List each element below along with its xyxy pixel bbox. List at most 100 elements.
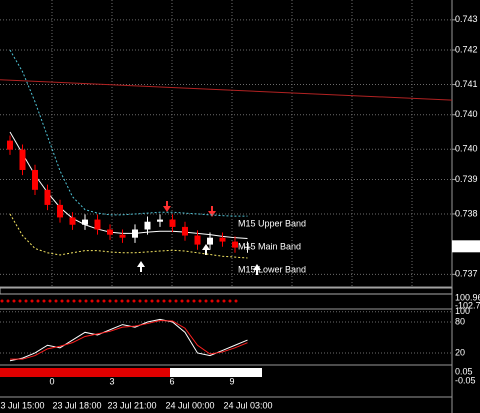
indicator-dot bbox=[228, 299, 232, 303]
indicator-dot bbox=[222, 299, 226, 303]
indicator-dot bbox=[114, 299, 118, 303]
oscillator-line bbox=[9, 318, 248, 362]
candle-body bbox=[44, 189, 51, 205]
signal-strip-white bbox=[170, 368, 262, 377]
y-tick-label: 0.738 bbox=[455, 208, 478, 218]
trend-line bbox=[0, 79, 453, 101]
indicator-dot bbox=[6, 299, 10, 303]
time-label: 23 Jul 18:00 bbox=[52, 400, 101, 410]
y-tick-label: 20 bbox=[455, 347, 465, 357]
indicator-dot bbox=[0, 299, 4, 303]
candle-body bbox=[32, 169, 38, 190]
indicator-dot bbox=[72, 299, 76, 303]
indicator-dot bbox=[36, 299, 40, 303]
arrow-up bbox=[137, 261, 145, 272]
indicator-dot bbox=[120, 299, 124, 303]
indicator-dot bbox=[18, 299, 22, 303]
y-tick-label: 100 bbox=[455, 306, 470, 316]
candle-body bbox=[69, 217, 76, 225]
indicator-dot bbox=[180, 299, 184, 303]
indicator-dot bbox=[78, 299, 82, 303]
indicator-dot bbox=[192, 299, 196, 303]
indicator-dot bbox=[66, 299, 70, 303]
y-tick-label: 0.737 bbox=[455, 269, 478, 279]
indicator-label: 0.05 bbox=[455, 366, 473, 376]
indicator-label: 100.96 bbox=[455, 292, 480, 302]
indicator-dot bbox=[174, 299, 178, 303]
band-line bbox=[9, 213, 248, 259]
arrow-down bbox=[163, 201, 171, 212]
indicator-label: -0.05 bbox=[455, 375, 476, 385]
current-price-label: 0.737 bbox=[455, 241, 478, 251]
indicator-dot bbox=[210, 299, 214, 303]
current-price-box bbox=[452, 240, 480, 253]
bar-count: 9 bbox=[229, 376, 234, 386]
y-tick-label: 0.740 bbox=[455, 144, 478, 154]
candle-body bbox=[94, 219, 101, 230]
indicator-dot bbox=[138, 299, 142, 303]
y-tick-label: 80 bbox=[455, 316, 465, 326]
time-label: 23 Jul 15:00 bbox=[0, 400, 45, 410]
oscillator-line bbox=[10, 319, 248, 360]
indicator-dot bbox=[168, 299, 172, 303]
indicator-dot bbox=[102, 299, 106, 303]
candle-body bbox=[57, 204, 63, 218]
indicator-dot bbox=[150, 299, 154, 303]
band-label: M15 Main Band bbox=[238, 241, 301, 251]
candle-body bbox=[219, 237, 226, 242]
y-tick-label: 0.742 bbox=[455, 44, 478, 54]
indicator-dot bbox=[12, 299, 16, 303]
indicator-dot bbox=[48, 299, 52, 303]
time-label: 24 Jul 00:00 bbox=[165, 400, 214, 410]
indicator-dot bbox=[204, 299, 208, 303]
indicator-dot bbox=[90, 299, 94, 303]
band-line bbox=[9, 49, 248, 217]
candle-body bbox=[232, 241, 238, 248]
arrow-up bbox=[202, 244, 210, 255]
indicator-dot bbox=[162, 299, 166, 303]
indicator-dot bbox=[84, 299, 88, 303]
band-label: M15 Upper Band bbox=[238, 218, 306, 228]
candle-body bbox=[107, 229, 113, 235]
time-label: 23 Jul 21:00 bbox=[107, 400, 156, 410]
indicator-dot bbox=[156, 299, 160, 303]
candle-body bbox=[144, 221, 151, 230]
indicator-dot bbox=[126, 299, 130, 303]
indicator-dot bbox=[108, 299, 112, 303]
y-tick-label: 0.743 bbox=[455, 14, 478, 24]
time-label: 24 Jul 03:00 bbox=[223, 400, 272, 410]
candle-body bbox=[169, 219, 176, 227]
candle-body bbox=[119, 234, 126, 238]
y-tick-label: 0.741 bbox=[455, 79, 478, 89]
candle-body bbox=[207, 237, 213, 245]
candle-body bbox=[82, 219, 88, 225]
y-tick-label: 0.739 bbox=[455, 174, 478, 184]
indicator-label: -102.7 bbox=[455, 300, 480, 310]
bar-count: 3 bbox=[109, 376, 114, 386]
indicator-dot bbox=[42, 299, 46, 303]
indicator-dot bbox=[60, 299, 64, 303]
indicator-dot bbox=[54, 299, 58, 303]
indicator-dot bbox=[24, 299, 28, 303]
candle-body bbox=[244, 246, 251, 248]
indicator-band bbox=[0, 287, 453, 295]
candle-body bbox=[132, 229, 138, 238]
candle-body bbox=[19, 149, 26, 170]
indicator-dot bbox=[144, 299, 148, 303]
candle-body bbox=[157, 219, 163, 222]
indicator-dot bbox=[234, 299, 238, 303]
candle-body bbox=[7, 140, 13, 150]
arrow-down bbox=[208, 206, 216, 217]
bar-count: 6 bbox=[169, 376, 174, 386]
indicator-dot bbox=[30, 299, 34, 303]
arrow-up bbox=[253, 264, 261, 275]
indicator-dot bbox=[216, 299, 220, 303]
indicator-dot bbox=[198, 299, 202, 303]
indicator-dot bbox=[186, 299, 190, 303]
y-tick-label: 0.740 bbox=[455, 109, 478, 119]
signal-strip-red bbox=[0, 368, 170, 377]
candle-body bbox=[194, 235, 201, 245]
